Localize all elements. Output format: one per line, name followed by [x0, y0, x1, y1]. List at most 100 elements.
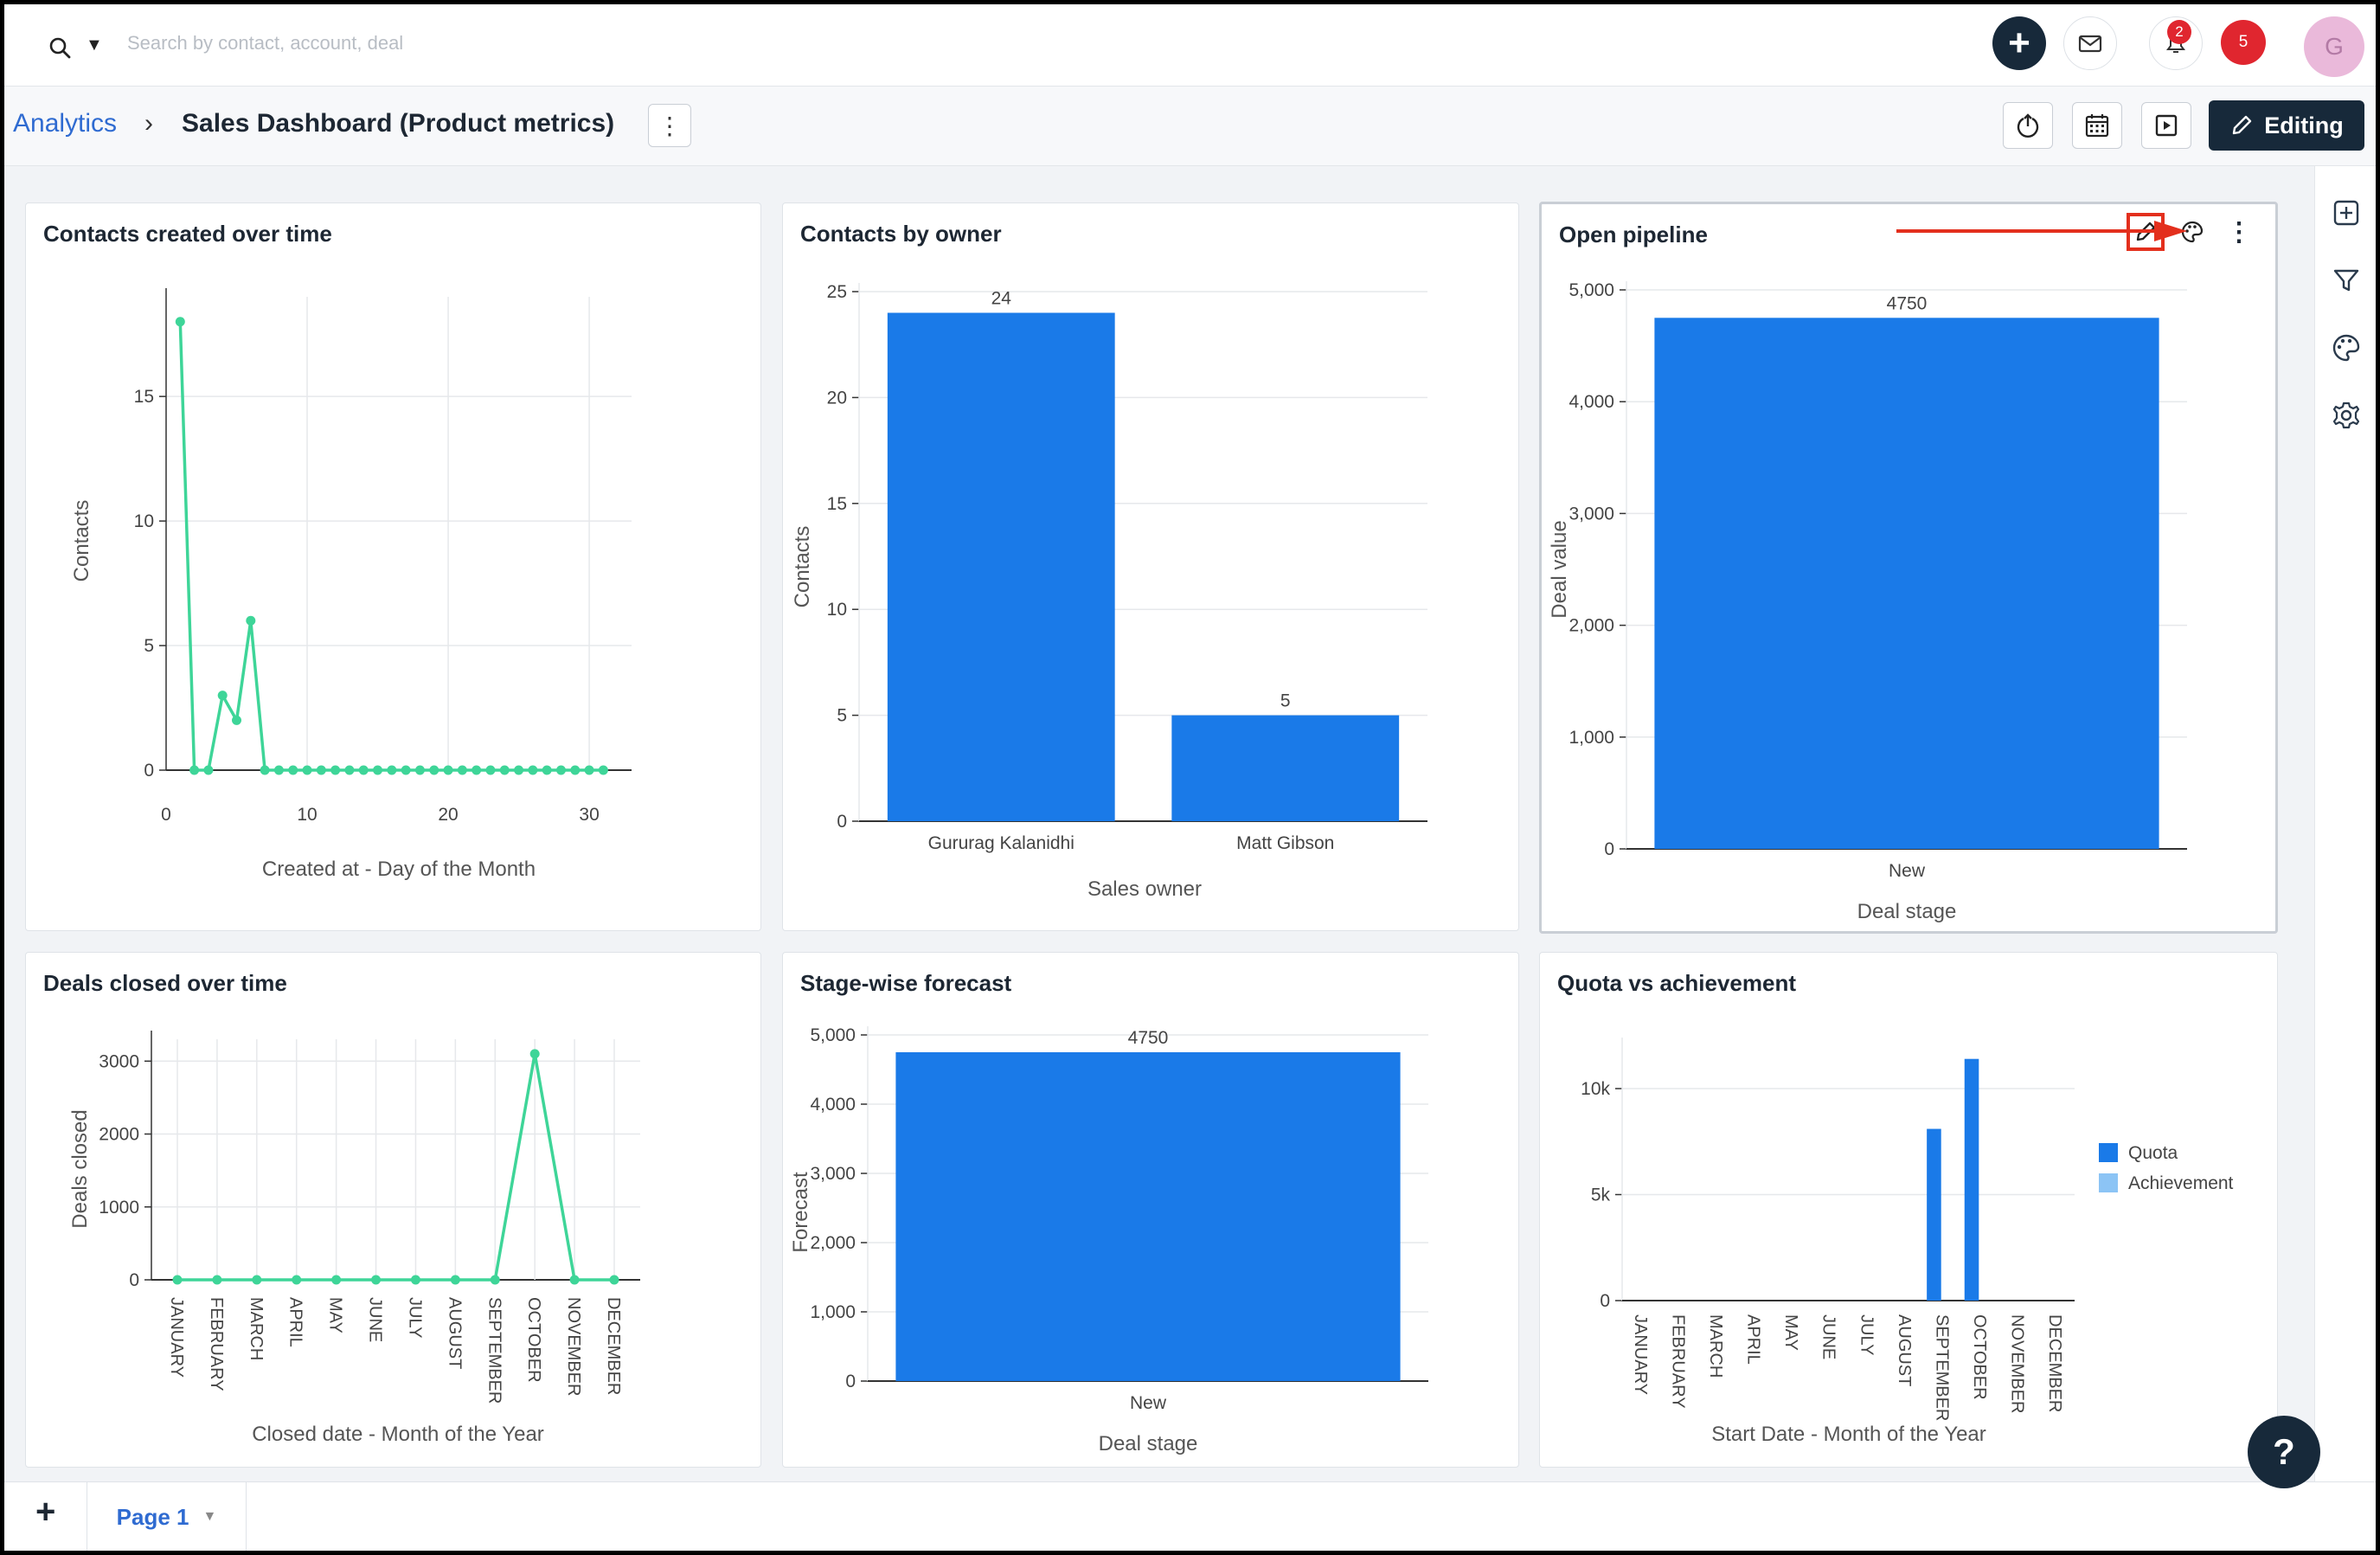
y-tick-label: 10: [134, 511, 154, 531]
data-point: [330, 765, 341, 775]
widget-title: Contacts by owner: [800, 221, 1002, 247]
mail-icon: [2078, 35, 2102, 53]
alert-count-button[interactable]: 5: [2221, 20, 2266, 65]
bar: [1171, 715, 1400, 821]
y-tick-label: 5,000: [1568, 280, 1614, 300]
data-point: [499, 765, 510, 775]
data-point: [450, 1275, 460, 1285]
x-axis-title: Closed date - Month of the Year: [252, 1423, 544, 1446]
y-axis-title: Deal value: [1548, 520, 1571, 618]
widget-deals-closed-over-time[interactable]: Deals closed over time 0 1000 2000 3000 JANU…: [25, 952, 761, 1468]
data-label: 4750: [1887, 293, 1928, 313]
tab-page-1[interactable]: Page 1 ▼: [87, 1482, 247, 1552]
data-point: [273, 765, 284, 775]
page-tab-label: Page 1: [116, 1503, 189, 1530]
y-tick-label: 3000: [99, 1051, 139, 1071]
y-tick-label: 4,000: [1568, 392, 1614, 412]
data-point: [514, 765, 524, 775]
dashboard-header: Analytics › Sales Dashboard (Product met…: [4, 87, 2376, 166]
data-point: [387, 765, 397, 775]
search-icon[interactable]: [46, 34, 75, 63]
schedule-button[interactable]: [2072, 102, 2122, 149]
chevron-down-icon[interactable]: ▼: [202, 1509, 217, 1524]
filter-icon[interactable]: [2331, 265, 2362, 296]
x-tick-label: JUNE: [366, 1297, 385, 1342]
data-point: [189, 765, 200, 775]
export-button[interactable]: [2003, 102, 2053, 149]
y-tick-label: 0: [1600, 1291, 1610, 1311]
search-scope-dropdown-icon[interactable]: ▼: [86, 35, 103, 55]
y-tick-label: 3,000: [810, 1164, 856, 1184]
widget-stage-wise-forecast[interactable]: Stage-wise forecast 0 1,000 2,000 3,000 4,00…: [782, 952, 1519, 1468]
y-tick-label: 0: [837, 812, 847, 832]
widget-quota-vs-achievement[interactable]: Quota vs achievement 0 5k 10k JANUARY FEBRUA…: [1539, 952, 2278, 1468]
data-point: [555, 765, 566, 775]
y-tick-label: 2,000: [810, 1233, 856, 1253]
data-point: [371, 1275, 382, 1285]
widget-style-button[interactable]: [2173, 213, 2211, 251]
x-tick-label: JULY: [405, 1297, 424, 1338]
gear-icon[interactable]: [2331, 400, 2362, 431]
data-point: [331, 1275, 342, 1285]
data-point: [203, 765, 214, 775]
bar: [1654, 318, 2159, 849]
breadcrumb-analytics-link[interactable]: Analytics: [13, 109, 118, 138]
bar: [1927, 1128, 1941, 1301]
add-widget-icon[interactable]: [2331, 197, 2362, 228]
y-tick-label: 0: [1604, 839, 1614, 859]
legend-label: Quota: [2128, 1143, 2178, 1163]
avatar[interactable]: G: [2304, 16, 2364, 77]
widget-contacts-created-over-time[interactable]: Contacts created over time 0 5 10 15 0 10 20 30…: [25, 202, 761, 931]
present-icon: [2155, 114, 2178, 137]
x-tick-label: APRIL: [286, 1297, 305, 1347]
dashboard-more-button[interactable]: ⋮: [648, 104, 691, 147]
x-tick-label: NOVEMBER: [2008, 1314, 2027, 1413]
x-axis-title: Deal stage: [1857, 900, 1957, 923]
editing-mode-button[interactable]: Editing: [2209, 100, 2364, 151]
x-tick-label: 10: [297, 805, 317, 825]
x-tick-label: New: [1130, 1393, 1167, 1413]
data-point: [373, 765, 383, 775]
add-page-button[interactable]: +: [35, 1493, 56, 1531]
data-point: [316, 765, 326, 775]
data-point: [172, 1275, 183, 1285]
y-tick-label: 5: [837, 706, 847, 726]
widget-title: Deals closed over time: [43, 970, 287, 996]
right-toolbar: [2314, 166, 2376, 1481]
data-point: [528, 765, 538, 775]
y-tick-label: 15: [134, 387, 154, 407]
data-point: [246, 615, 256, 626]
y-tick-label: 1,000: [810, 1302, 856, 1322]
mail-button[interactable]: [2063, 16, 2117, 70]
top-navigation-bar: ▼ + 2 5 G: [4, 4, 2376, 87]
widget-more-button[interactable]: ⋮: [2220, 213, 2258, 251]
x-tick-label: FEBRUARY: [207, 1297, 226, 1391]
x-tick-label: OCTOBER: [1970, 1314, 1989, 1400]
y-tick-label: 20: [827, 388, 847, 408]
y-tick-label: 15: [827, 494, 847, 514]
x-axis-title: Start Date - Month of the Year: [1711, 1423, 1986, 1446]
y-axis-title: Forecast: [789, 1172, 812, 1253]
palette-icon[interactable]: [2331, 332, 2362, 363]
x-tick-label: APRIL: [1744, 1314, 1763, 1365]
chart-plot: 0 5 10 15 20 25 24 Gururag Kalanidhi 5 Matt Gibso…: [791, 282, 1427, 901]
widget-open-pipeline[interactable]: Open pipeline ⋮ 0 1,000 2,000 3,000 4,000 5,0…: [1539, 202, 2278, 934]
data-label: 24: [991, 288, 1012, 308]
y-tick-label: 0: [845, 1372, 856, 1391]
data-point: [490, 1275, 500, 1285]
widget-contacts-by-owner[interactable]: Contacts by owner 0 5 10 15 20 25 24 Gururag Ka…: [782, 202, 1519, 931]
search-input[interactable]: [127, 25, 906, 61]
x-tick-label: NOVEMBER: [564, 1297, 583, 1396]
data-point: [401, 765, 411, 775]
create-new-button[interactable]: +: [1992, 16, 2046, 70]
present-button[interactable]: [2141, 102, 2191, 149]
x-tick-label: JANUARY: [167, 1297, 186, 1378]
plus-icon: +: [2008, 22, 2030, 64]
chart-plot: 0 1,000 2,000 3,000 4,000 5,000 4750 New Deal st…: [789, 1025, 1428, 1455]
page-tabs-bar: + Page 1 ▼: [4, 1481, 2376, 1552]
x-tick-label: MARCH: [247, 1297, 266, 1360]
help-button[interactable]: ?: [2248, 1416, 2320, 1488]
x-tick-label: SEPTEMBER: [484, 1297, 504, 1404]
chart-plot: 0 5k 10k JANUARY FEBRUARY MARCH APRIL MAY JUNE JU…: [1581, 1038, 2234, 1446]
bar: [1964, 1058, 1979, 1301]
